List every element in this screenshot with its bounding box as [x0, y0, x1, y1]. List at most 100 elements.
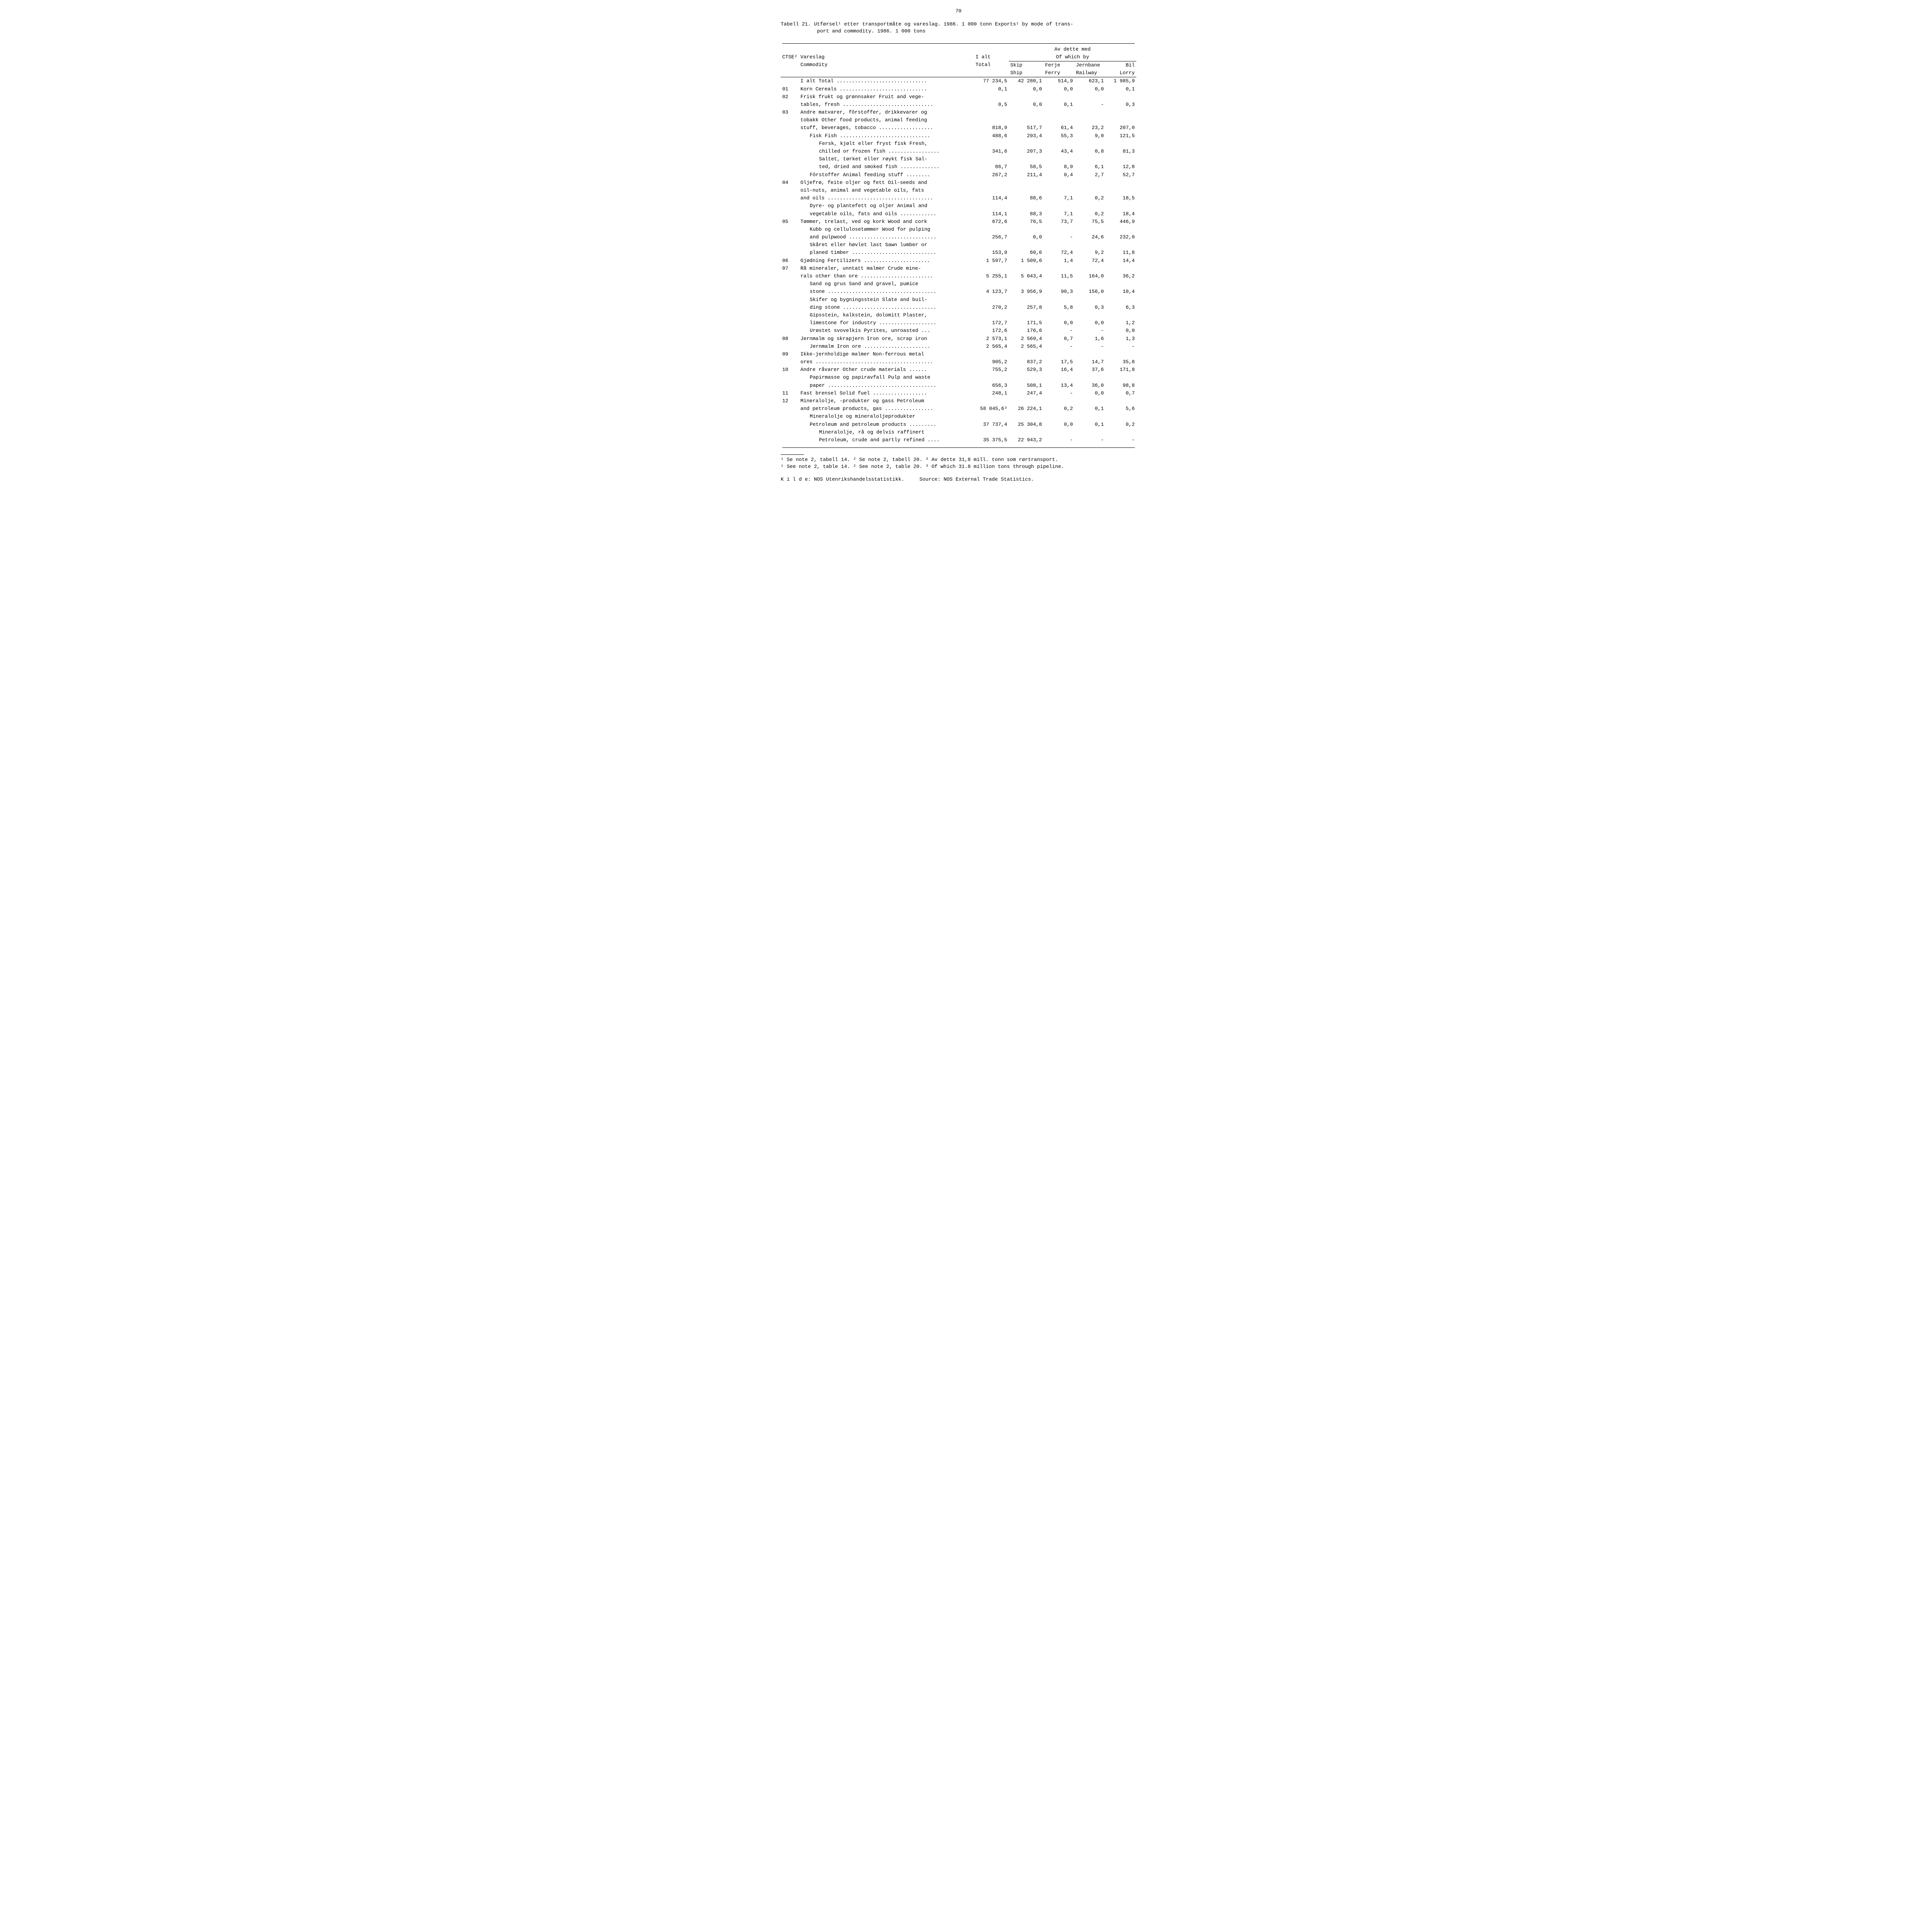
- row-value: [1009, 202, 1044, 210]
- row-code: [781, 382, 799, 389]
- row-desc: Fast brensel Solid fuel ................…: [799, 389, 974, 397]
- row-desc: stone ..................................…: [799, 288, 974, 296]
- row-value: 37 737,4: [974, 421, 1009, 429]
- row-desc: Petroleum and petroleum products .......…: [799, 421, 974, 429]
- header-ship: Ship: [1009, 69, 1044, 77]
- row-value: 58 045,6³: [974, 405, 1009, 413]
- row-value: [1009, 413, 1044, 420]
- row-value: [1105, 179, 1136, 187]
- row-value: 293,4: [1009, 132, 1044, 140]
- row-code: [781, 327, 799, 335]
- row-value: 4 123,7: [974, 288, 1009, 296]
- row-value: 211,4: [1009, 171, 1044, 179]
- row-desc: Jernmalm og skrapjern Iron ore, scrap ir…: [799, 335, 974, 343]
- table-header: Av dette med CTSE² Vareslag I alt Of whi…: [781, 41, 1136, 77]
- row-value: 8,9: [1044, 163, 1074, 171]
- row-desc: Mineralolje, rå og delvis raffinert: [799, 429, 974, 436]
- row-desc: Kubb og cellulosetømmer Wood for pulping: [799, 226, 974, 233]
- row-value: [1044, 374, 1074, 381]
- row-desc: Gipsstein, kalkstein, dolomitt Plaster,: [799, 311, 974, 319]
- title-label: Tabell 21.: [781, 21, 814, 28]
- row-value: [1105, 413, 1136, 420]
- row-value: 176,6: [1009, 327, 1044, 335]
- row-code: [781, 101, 799, 109]
- row-code: [781, 210, 799, 218]
- row-desc: Skifer og bygningsstein Slate and buil-: [799, 296, 974, 304]
- row-value: [1074, 109, 1105, 116]
- row-value: 23,2: [1074, 124, 1105, 132]
- row-value: 58,5: [1009, 163, 1044, 171]
- row-value: [974, 429, 1009, 436]
- row-value: 61,4: [1044, 124, 1074, 132]
- row-value: 0,4: [1044, 171, 1074, 179]
- row-value: [1105, 397, 1136, 405]
- row-code: [781, 226, 799, 233]
- row-value: 0,1: [974, 85, 1009, 93]
- table-row: 02Frisk frukt og grønnsaker Fruit and ve…: [781, 93, 1136, 101]
- row-code: [781, 413, 799, 420]
- row-desc: Mineralolje og mineraloljeprodukter: [799, 413, 974, 420]
- row-code: [781, 421, 799, 429]
- row-value: 6,1: [1074, 163, 1105, 171]
- row-value: 2 569,4: [1009, 335, 1044, 343]
- row-value: 0,8: [1074, 148, 1105, 155]
- table-row: 08Jernmalm og skrapjern Iron ore, scrap …: [781, 335, 1136, 343]
- row-value: [1044, 397, 1074, 405]
- row-code: [781, 429, 799, 436]
- table-row: Fôrstoffer Animal feeding stuff ........…: [781, 171, 1136, 179]
- row-value: -: [1074, 101, 1105, 109]
- row-code: 03: [781, 109, 799, 116]
- row-value: 172,6: [974, 327, 1009, 335]
- row-desc: Petroleum, crude and partly refined ....: [799, 436, 974, 444]
- row-value: [1074, 179, 1105, 187]
- row-value: [1074, 280, 1105, 288]
- table-row: Fisk Fish ..............................…: [781, 132, 1136, 140]
- row-value: 12,8: [1105, 163, 1136, 171]
- table-row: 06Gjødning Fertilizers .................…: [781, 257, 1136, 265]
- row-value: [1074, 296, 1105, 304]
- row-value: 0,2: [1105, 421, 1136, 429]
- row-value: 86,7: [974, 163, 1009, 171]
- row-value: 36,2: [1105, 272, 1136, 280]
- row-code: [781, 374, 799, 381]
- row-value: 0,2: [1074, 210, 1105, 218]
- row-code: [781, 132, 799, 140]
- row-value: 24,6: [1074, 233, 1105, 241]
- row-value: [1105, 296, 1136, 304]
- row-value: [1105, 140, 1136, 148]
- row-value: 1,3: [1105, 335, 1136, 343]
- row-value: [1044, 116, 1074, 124]
- row-value: 72,4: [1044, 249, 1074, 257]
- row-code: [781, 272, 799, 280]
- row-code: [781, 148, 799, 155]
- row-value: [974, 109, 1009, 116]
- row-value: [974, 179, 1009, 187]
- table-row: and oils ...............................…: [781, 194, 1136, 202]
- row-value: -: [1105, 343, 1136, 350]
- row-value: 35,8: [1105, 358, 1136, 366]
- row-value: 837,2: [1009, 358, 1044, 366]
- table-row: 12Mineralolje, -produkter og gass Petrol…: [781, 397, 1136, 405]
- row-code: [781, 77, 799, 85]
- row-value: 0,0: [1009, 233, 1044, 241]
- row-value: 2,7: [1074, 171, 1105, 179]
- row-value: 905,2: [974, 358, 1009, 366]
- row-value: 3 956,9: [1009, 288, 1044, 296]
- row-value: [974, 202, 1009, 210]
- table-row: 10Andre råvarer Other crude materials ..…: [781, 366, 1136, 374]
- row-value: 341,6: [974, 148, 1009, 155]
- footnote-line2: ¹ See note 2, table 14. ² See note 2, ta…: [781, 463, 1136, 470]
- row-value: 171,5: [1009, 319, 1044, 327]
- row-value: 0,1: [1074, 421, 1105, 429]
- row-value: 1 597,7: [974, 257, 1009, 265]
- row-value: 488,6: [974, 132, 1009, 140]
- row-value: [1105, 280, 1136, 288]
- row-code: [781, 202, 799, 210]
- row-desc: Papirmasse og papiravfall Pulp and waste: [799, 374, 974, 381]
- row-value: 164,0: [1074, 272, 1105, 280]
- row-value: 121,5: [1105, 132, 1136, 140]
- row-code: [781, 124, 799, 132]
- row-value: 114,1: [974, 210, 1009, 218]
- row-desc: Ikke-jernholdige malmer Non-ferrous meta…: [799, 350, 974, 358]
- row-value: -: [1044, 327, 1074, 335]
